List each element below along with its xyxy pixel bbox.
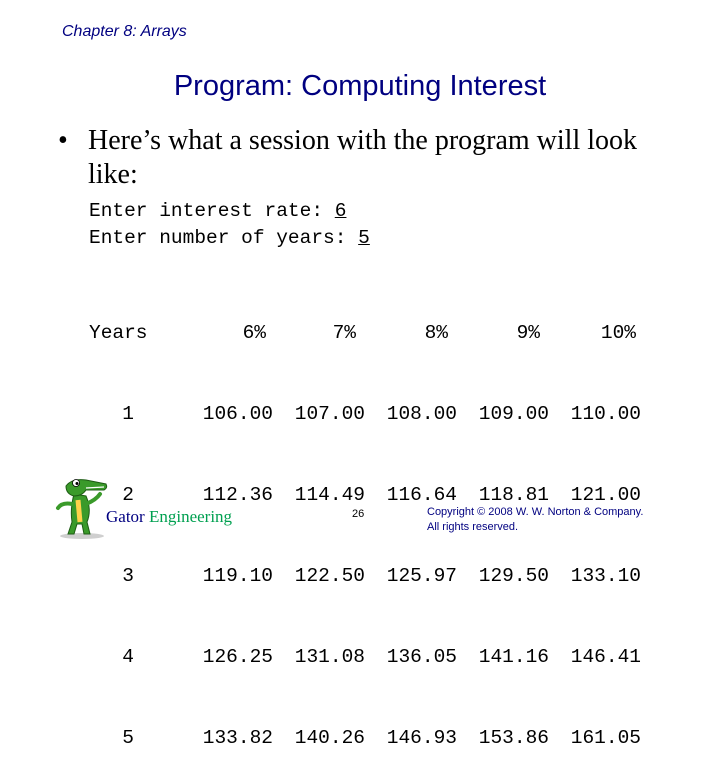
value-cell: 146.41 bbox=[570, 646, 641, 668]
page-number: 26 bbox=[352, 508, 365, 520]
table-header-row: Years 6% 7% 8% 9% 10% bbox=[89, 320, 650, 347]
value-cell: 108.00 bbox=[386, 403, 457, 425]
year-cell: 5 bbox=[122, 727, 134, 749]
years-header: Years bbox=[89, 322, 148, 344]
value-cell: 133.82 bbox=[202, 727, 273, 749]
table-row: 5 133.82 140.26 146.93 153.86 161.05 bbox=[89, 725, 650, 752]
value-cell: 141.16 bbox=[478, 646, 549, 668]
table-row: 4 126.25 131.08 136.05 141.16 146.41 bbox=[89, 644, 650, 671]
value-cell: 161.05 bbox=[570, 727, 641, 749]
value-cell: 131.08 bbox=[294, 646, 365, 668]
value-cell: 140.26 bbox=[294, 727, 365, 749]
value-cell: 126.25 bbox=[202, 646, 273, 668]
rate-input: 6 bbox=[334, 200, 347, 222]
value-cell: 146.93 bbox=[386, 727, 457, 749]
rate-prompt-line: Enter interest rate: 6 bbox=[89, 198, 346, 225]
table-row: 3 119.10 122.50 125.97 129.50 133.10 bbox=[89, 563, 650, 590]
rate-header: 10% bbox=[600, 322, 636, 344]
table-row: 1 106.00 107.00 108.00 109.00 110.00 bbox=[89, 401, 650, 428]
year-cell: 4 bbox=[122, 646, 134, 668]
bullet-marker: • bbox=[58, 125, 68, 156]
engineering-word: Engineering bbox=[148, 507, 233, 526]
years-prompt: Enter number of years: bbox=[89, 227, 359, 249]
value-cell: 136.05 bbox=[386, 646, 457, 668]
value-cell: 114.49 bbox=[294, 484, 365, 506]
copyright-line: All rights reserved. bbox=[427, 521, 519, 533]
year-cell: 1 bbox=[122, 403, 134, 425]
value-cell: 109.00 bbox=[478, 403, 549, 425]
copyright-line: Copyright © 2008 W. W. Norton & Company. bbox=[427, 506, 644, 518]
copyright-notice: Copyright © 2008 W. W. Norton & Company.… bbox=[427, 505, 643, 535]
value-cell: 118.81 bbox=[478, 484, 549, 506]
rate-prompt: Enter interest rate: bbox=[89, 200, 335, 222]
table-row: 2 112.36 114.49 116.64 118.81 121.00 bbox=[89, 482, 650, 509]
value-cell: 125.97 bbox=[386, 565, 457, 587]
year-cell: 3 bbox=[122, 565, 134, 587]
value-cell: 119.10 bbox=[202, 565, 273, 587]
value-cell: 129.50 bbox=[478, 565, 549, 587]
rate-header: 9% bbox=[516, 322, 540, 344]
value-cell: 153.86 bbox=[478, 727, 549, 749]
gator-mascot-icon bbox=[56, 479, 108, 539]
gator-engineering-label: Gator Engineering bbox=[106, 507, 232, 527]
gator-word: Gator bbox=[106, 507, 145, 526]
years-input: 5 bbox=[358, 227, 370, 249]
value-cell: 116.64 bbox=[386, 484, 457, 506]
rate-header: 8% bbox=[424, 322, 448, 344]
value-cell: 112.36 bbox=[202, 484, 273, 506]
chapter-label: Chapter 8: Arrays bbox=[62, 23, 187, 40]
slide-title: Program: Computing Interest bbox=[173, 70, 547, 102]
value-cell: 107.00 bbox=[294, 403, 365, 425]
value-cell: 106.00 bbox=[202, 403, 273, 425]
value-cell: 133.10 bbox=[570, 565, 641, 587]
value-cell: 122.50 bbox=[294, 565, 365, 587]
value-cell: 121.00 bbox=[570, 484, 641, 506]
rate-header: 7% bbox=[332, 322, 356, 344]
years-prompt-line: Enter number of years: 5 bbox=[89, 225, 370, 252]
rate-header: 6% bbox=[242, 322, 266, 344]
value-cell: 110.00 bbox=[570, 403, 641, 425]
bullet-text: Here’s what a session with the program w… bbox=[88, 125, 638, 190]
year-cell: 2 bbox=[122, 484, 134, 506]
